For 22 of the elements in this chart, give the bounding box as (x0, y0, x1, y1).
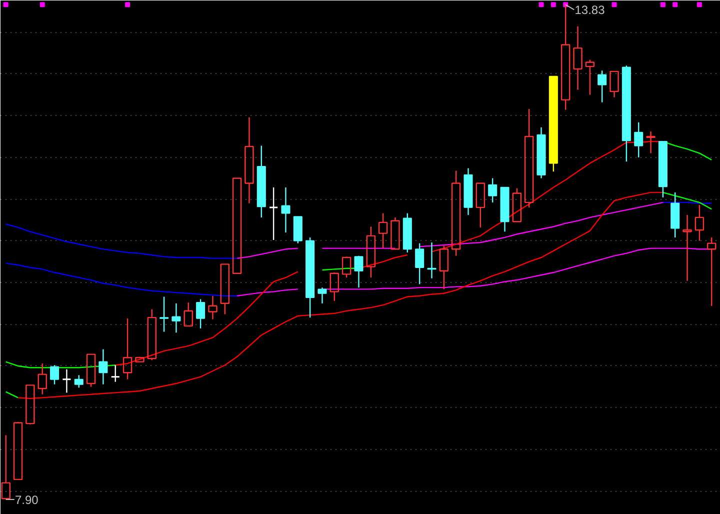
candlestick (682, 214, 692, 282)
candlestick (646, 130, 656, 154)
candlestick (98, 348, 108, 385)
candlestick (366, 226, 376, 278)
annotation: 13.83 (574, 3, 606, 18)
candlestick (694, 204, 704, 242)
candlestick (208, 295, 218, 320)
candlestick (268, 186, 278, 241)
candlestick (172, 302, 181, 334)
candlestick (160, 296, 169, 332)
candlestick (244, 116, 254, 204)
candlestick (256, 145, 266, 218)
candlestick (281, 186, 290, 234)
candlestick (464, 168, 473, 216)
candlestick (536, 126, 546, 179)
annotation: 7.90 (14, 492, 39, 507)
candlestick (560, 4, 570, 110)
candlestick (634, 122, 644, 158)
candlestick (62, 368, 72, 394)
candlestick (378, 212, 388, 249)
candlestick (670, 192, 680, 238)
candlestick (573, 26, 582, 90)
